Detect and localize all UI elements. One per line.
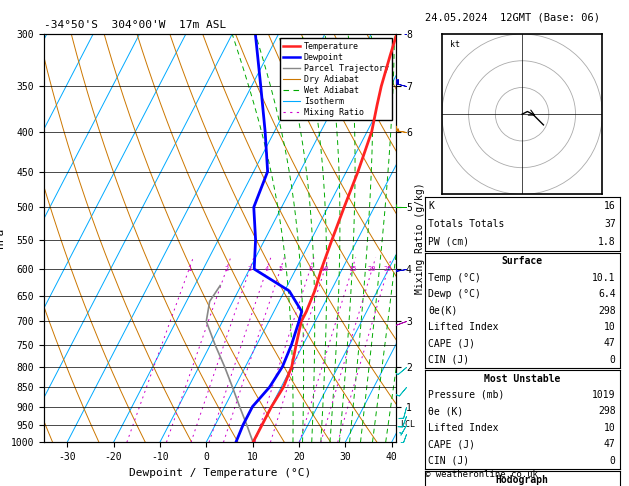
Text: CAPE (J): CAPE (J) (428, 338, 476, 348)
Text: 47: 47 (604, 439, 616, 450)
Text: Most Unstable: Most Unstable (484, 374, 560, 383)
Text: 24.05.2024  12GMT (Base: 06): 24.05.2024 12GMT (Base: 06) (425, 12, 599, 22)
Text: θe (K): θe (K) (428, 406, 464, 417)
Text: Temp (°C): Temp (°C) (428, 273, 481, 283)
Text: 8: 8 (308, 266, 312, 273)
Legend: Temperature, Dewpoint, Parcel Trajectory, Dry Adiabat, Wet Adiabat, Isotherm, Mi: Temperature, Dewpoint, Parcel Trajectory… (280, 38, 392, 121)
Text: Pressure (mb): Pressure (mb) (428, 390, 505, 400)
Text: 10.1: 10.1 (592, 273, 616, 283)
Text: CAPE (J): CAPE (J) (428, 439, 476, 450)
Text: Surface: Surface (501, 257, 543, 266)
Text: PW (cm): PW (cm) (428, 237, 470, 247)
Text: Hodograph: Hodograph (496, 475, 548, 485)
Text: 37: 37 (604, 219, 616, 229)
Text: 20: 20 (368, 266, 376, 273)
Text: 1: 1 (187, 266, 191, 273)
Text: 2: 2 (225, 266, 229, 273)
Text: 298: 298 (598, 406, 616, 417)
Text: 1019: 1019 (592, 390, 616, 400)
Y-axis label: hPa: hPa (0, 228, 5, 248)
Text: 10: 10 (604, 423, 616, 433)
Text: K: K (428, 201, 435, 211)
Y-axis label: Mixing Ratio (g/kg): Mixing Ratio (g/kg) (415, 182, 425, 294)
Text: Lifted Index: Lifted Index (428, 423, 499, 433)
Text: © weatheronline.co.uk: © weatheronline.co.uk (425, 469, 537, 479)
Text: Lifted Index: Lifted Index (428, 322, 499, 332)
Text: 298: 298 (598, 306, 616, 315)
Text: 5: 5 (279, 266, 282, 273)
Text: 10: 10 (604, 322, 616, 332)
Text: CIN (J): CIN (J) (428, 456, 470, 466)
Text: CIN (J): CIN (J) (428, 355, 470, 364)
Text: 6.4: 6.4 (598, 289, 616, 299)
Text: kt: kt (450, 40, 460, 50)
Text: 25: 25 (384, 266, 392, 273)
Text: 3: 3 (248, 266, 252, 273)
Text: 0: 0 (610, 456, 616, 466)
Text: θe(K): θe(K) (428, 306, 458, 315)
Text: 16: 16 (604, 201, 616, 211)
Text: 10: 10 (321, 266, 329, 273)
Text: Dewp (°C): Dewp (°C) (428, 289, 481, 299)
X-axis label: Dewpoint / Temperature (°C): Dewpoint / Temperature (°C) (129, 468, 311, 478)
Text: 0: 0 (610, 355, 616, 364)
Text: LCL: LCL (401, 420, 415, 429)
Text: -34°50'S  304°00'W  17m ASL: -34°50'S 304°00'W 17m ASL (44, 20, 226, 31)
Text: 1.8: 1.8 (598, 237, 616, 247)
Text: 4: 4 (265, 266, 269, 273)
Text: 15: 15 (348, 266, 357, 273)
Text: 47: 47 (604, 338, 616, 348)
Text: Totals Totals: Totals Totals (428, 219, 505, 229)
